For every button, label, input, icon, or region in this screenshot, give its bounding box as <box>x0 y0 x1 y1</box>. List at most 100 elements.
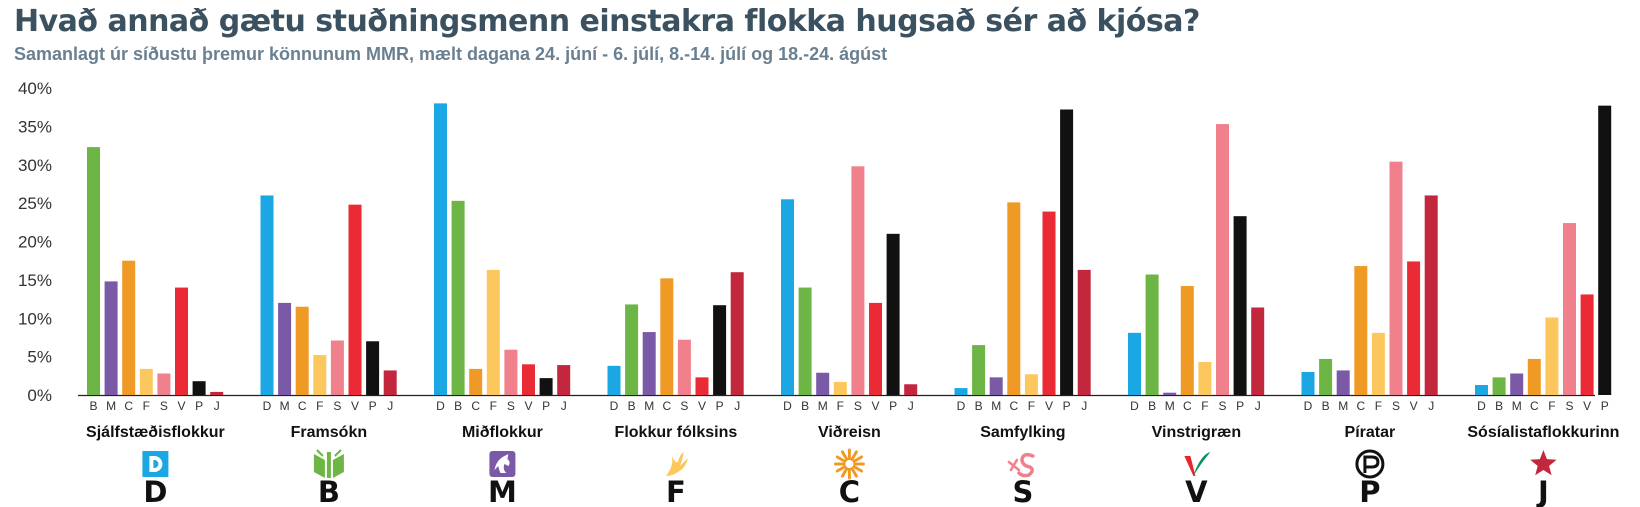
x-tick-label: M <box>106 399 116 413</box>
x-tick-label: B <box>975 399 983 413</box>
y-tick-label: 40% <box>18 79 52 98</box>
bar-V-B <box>1145 274 1159 395</box>
group-letter: J <box>1536 475 1549 507</box>
bar-J-B <box>1492 377 1506 395</box>
x-tick-label: B <box>1495 399 1503 413</box>
bar-F-M <box>642 332 656 395</box>
chart-title: Hvað annað gætu stuðningsmenn einstakra … <box>14 4 1200 39</box>
x-tick-label: F <box>1201 399 1208 413</box>
sun-logo-icon <box>833 448 865 480</box>
group-letter: M <box>488 475 517 507</box>
x-tick-label: B <box>1322 399 1330 413</box>
group-name: Viðreisn <box>818 424 881 441</box>
bar-P-B <box>1319 358 1333 395</box>
bar-F-D <box>607 365 621 395</box>
group-letter: F <box>666 475 686 507</box>
bar-B-F <box>313 355 327 395</box>
x-tick-label: M <box>280 399 290 413</box>
y-tick-label: 30% <box>18 156 52 175</box>
group-name: Samfylking <box>980 424 1065 441</box>
x-tick-label: S <box>160 399 168 413</box>
x-tick-label: F <box>490 399 497 413</box>
bar-C-P <box>886 233 900 395</box>
bar-M-S <box>504 349 518 395</box>
bar-B-M <box>278 302 292 395</box>
y-tick-label: 25% <box>18 194 52 213</box>
x-tick-label: V <box>871 399 879 413</box>
bar-M-D <box>434 103 447 395</box>
bar-B-D <box>260 195 274 395</box>
x-tick-label: F <box>1028 399 1035 413</box>
x-tick-label: P <box>1236 399 1244 413</box>
x-tick-label: C <box>1530 399 1539 413</box>
bar-F-S <box>677 339 691 395</box>
group-name: Sjálfstæðisflokkur <box>86 424 225 441</box>
bar-J-V <box>1580 294 1594 395</box>
x-tick-label: J <box>1428 399 1434 413</box>
x-tick-label: V <box>524 399 532 413</box>
x-tick-label: D <box>610 399 619 413</box>
x-tick-label: M <box>1512 399 1522 413</box>
bar-V-F <box>1198 361 1212 395</box>
group-name: Flokkur fólksins <box>615 424 738 441</box>
x-tick-label: C <box>1356 399 1365 413</box>
x-tick-label: D <box>1477 399 1486 413</box>
x-tick-label: J <box>561 399 567 413</box>
bar-C-B <box>798 287 812 395</box>
hand-logo-icon <box>665 452 688 476</box>
x-tick-label: C <box>471 399 480 413</box>
bar-B-P <box>366 341 380 395</box>
bar-S-V <box>1042 211 1056 395</box>
bar-P-C <box>1354 266 1368 395</box>
bar-J-D <box>1475 385 1488 395</box>
x-tick-label: V <box>1045 399 1053 413</box>
x-tick-label: F <box>1548 399 1555 413</box>
group-letter: D <box>143 475 167 507</box>
bar-B-S <box>330 340 344 395</box>
y-tick-label: 0% <box>27 386 52 405</box>
x-tick-label: D <box>263 399 272 413</box>
y-tick-label: 20% <box>18 233 52 252</box>
x-tick-label: F <box>1375 399 1382 413</box>
x-tick-label: D <box>436 399 445 413</box>
x-tick-label: B <box>89 399 97 413</box>
x-tick-label: P <box>369 399 377 413</box>
bar-V-M <box>1163 392 1177 395</box>
x-tick-label: V <box>177 399 185 413</box>
star-logo-icon <box>1530 450 1557 476</box>
d-logo-icon <box>142 451 169 477</box>
bar-C-J <box>904 384 918 395</box>
group-name: Píratar <box>1345 424 1396 441</box>
bar-V-D <box>1128 332 1141 395</box>
bar-D-S <box>157 373 171 395</box>
x-tick-label: S <box>1565 399 1573 413</box>
y-tick-label: 35% <box>18 117 52 136</box>
chart-subtitle: Samanlagt úr síðustu þremur könnunum MMR… <box>14 44 888 64</box>
pirate-logo-icon <box>1355 449 1385 479</box>
x-tick-label: B <box>801 399 809 413</box>
bar-F-V <box>695 377 709 395</box>
x-tick-label: P <box>889 399 897 413</box>
bar-V-J <box>1251 307 1265 395</box>
x-tick-label: S <box>507 399 515 413</box>
group-letter: C <box>839 475 860 507</box>
y-tick-label: 5% <box>27 348 52 367</box>
bar-P-D <box>1301 371 1315 395</box>
bar-M-F <box>486 269 500 395</box>
bar-J-P <box>1598 105 1612 395</box>
x-tick-label: J <box>214 399 220 413</box>
bar-F-B <box>625 304 639 395</box>
x-tick-label: M <box>644 399 654 413</box>
horse-logo-icon <box>489 451 516 477</box>
x-tick-label: M <box>991 399 1001 413</box>
x-tick-label: J <box>734 399 740 413</box>
bar-M-C <box>469 368 483 395</box>
book-logo-icon <box>313 449 344 478</box>
bar-C-M <box>816 372 830 395</box>
x-tick-label: S <box>333 399 341 413</box>
x-tick-label: V <box>698 399 706 413</box>
bar-F-C <box>660 278 674 395</box>
x-tick-label: J <box>908 399 914 413</box>
bar-M-J <box>557 365 571 395</box>
x-tick-label: C <box>1183 399 1192 413</box>
